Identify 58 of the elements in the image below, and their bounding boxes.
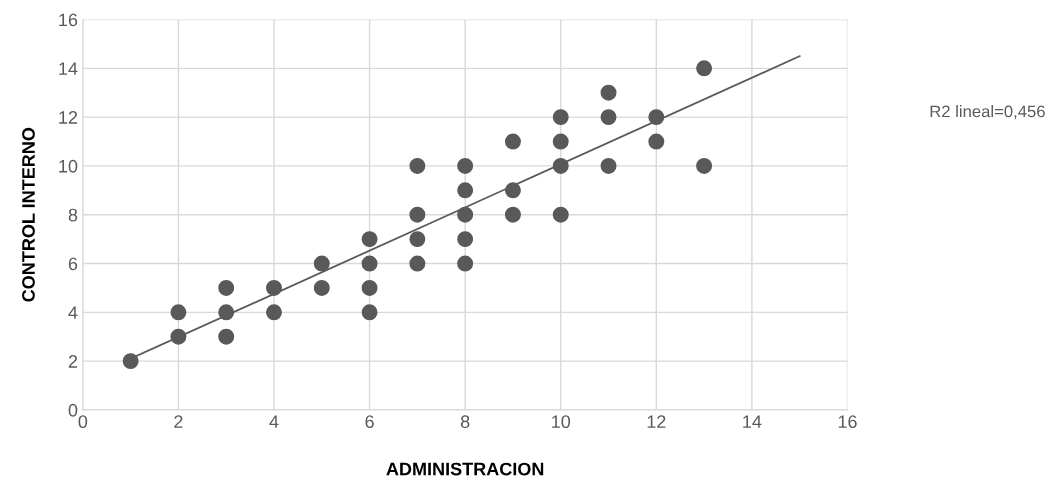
x-tick-label: 8 <box>460 415 470 429</box>
text: R2 lineal=0,456 <box>930 105 1045 120</box>
point <box>696 60 713 77</box>
point <box>600 84 617 101</box>
point <box>457 206 474 223</box>
point <box>218 279 235 296</box>
y-tick-label: 4 <box>68 306 78 319</box>
point <box>218 328 235 345</box>
point <box>457 231 474 248</box>
point <box>218 304 235 321</box>
point <box>170 328 187 345</box>
y-tick-label: 2 <box>68 355 78 368</box>
point <box>361 255 378 272</box>
point <box>409 206 426 223</box>
point <box>361 304 378 321</box>
point <box>361 231 378 248</box>
y-tick-label: 0 <box>68 403 78 417</box>
x-tick-label: 0 <box>78 415 88 429</box>
point <box>600 157 617 174</box>
x-tick-label: 2 <box>174 415 183 428</box>
x-tick-label: 4 <box>269 415 279 428</box>
y-tick-label: 8 <box>68 208 78 222</box>
point <box>648 109 665 126</box>
point <box>504 206 521 223</box>
point <box>266 279 282 296</box>
point <box>361 279 378 296</box>
y-tick-label: 6 <box>68 257 78 271</box>
point <box>457 255 474 272</box>
point <box>122 353 139 370</box>
x-tick-label: 14 <box>743 415 762 428</box>
point <box>409 157 426 174</box>
x-tick-label: 10 <box>552 415 571 429</box>
point <box>313 279 330 296</box>
y-axis-title: CONTROL INTERNO <box>22 127 35 302</box>
y-tick-label: 14 <box>59 62 78 75</box>
point <box>170 304 187 321</box>
y-tick-label: 16 <box>59 13 78 27</box>
x-tick-label: 6 <box>365 415 374 429</box>
point <box>552 206 569 223</box>
point <box>648 133 665 150</box>
point <box>409 231 426 248</box>
x-tick-label: 16 <box>838 415 857 429</box>
point <box>313 255 330 272</box>
y-tick-label: 10 <box>59 159 78 173</box>
point <box>409 255 426 272</box>
point <box>696 157 713 174</box>
point <box>457 182 474 199</box>
point <box>504 133 521 150</box>
x-axis-title: ADMINISTRACION <box>386 462 544 476</box>
point <box>552 157 569 174</box>
point <box>552 109 569 126</box>
point <box>457 157 474 174</box>
point <box>504 182 521 199</box>
y-tick-label: 12 <box>59 111 78 124</box>
point <box>552 133 569 150</box>
point <box>266 304 282 321</box>
point <box>600 109 617 126</box>
x-tick-label: 12 <box>647 415 666 428</box>
